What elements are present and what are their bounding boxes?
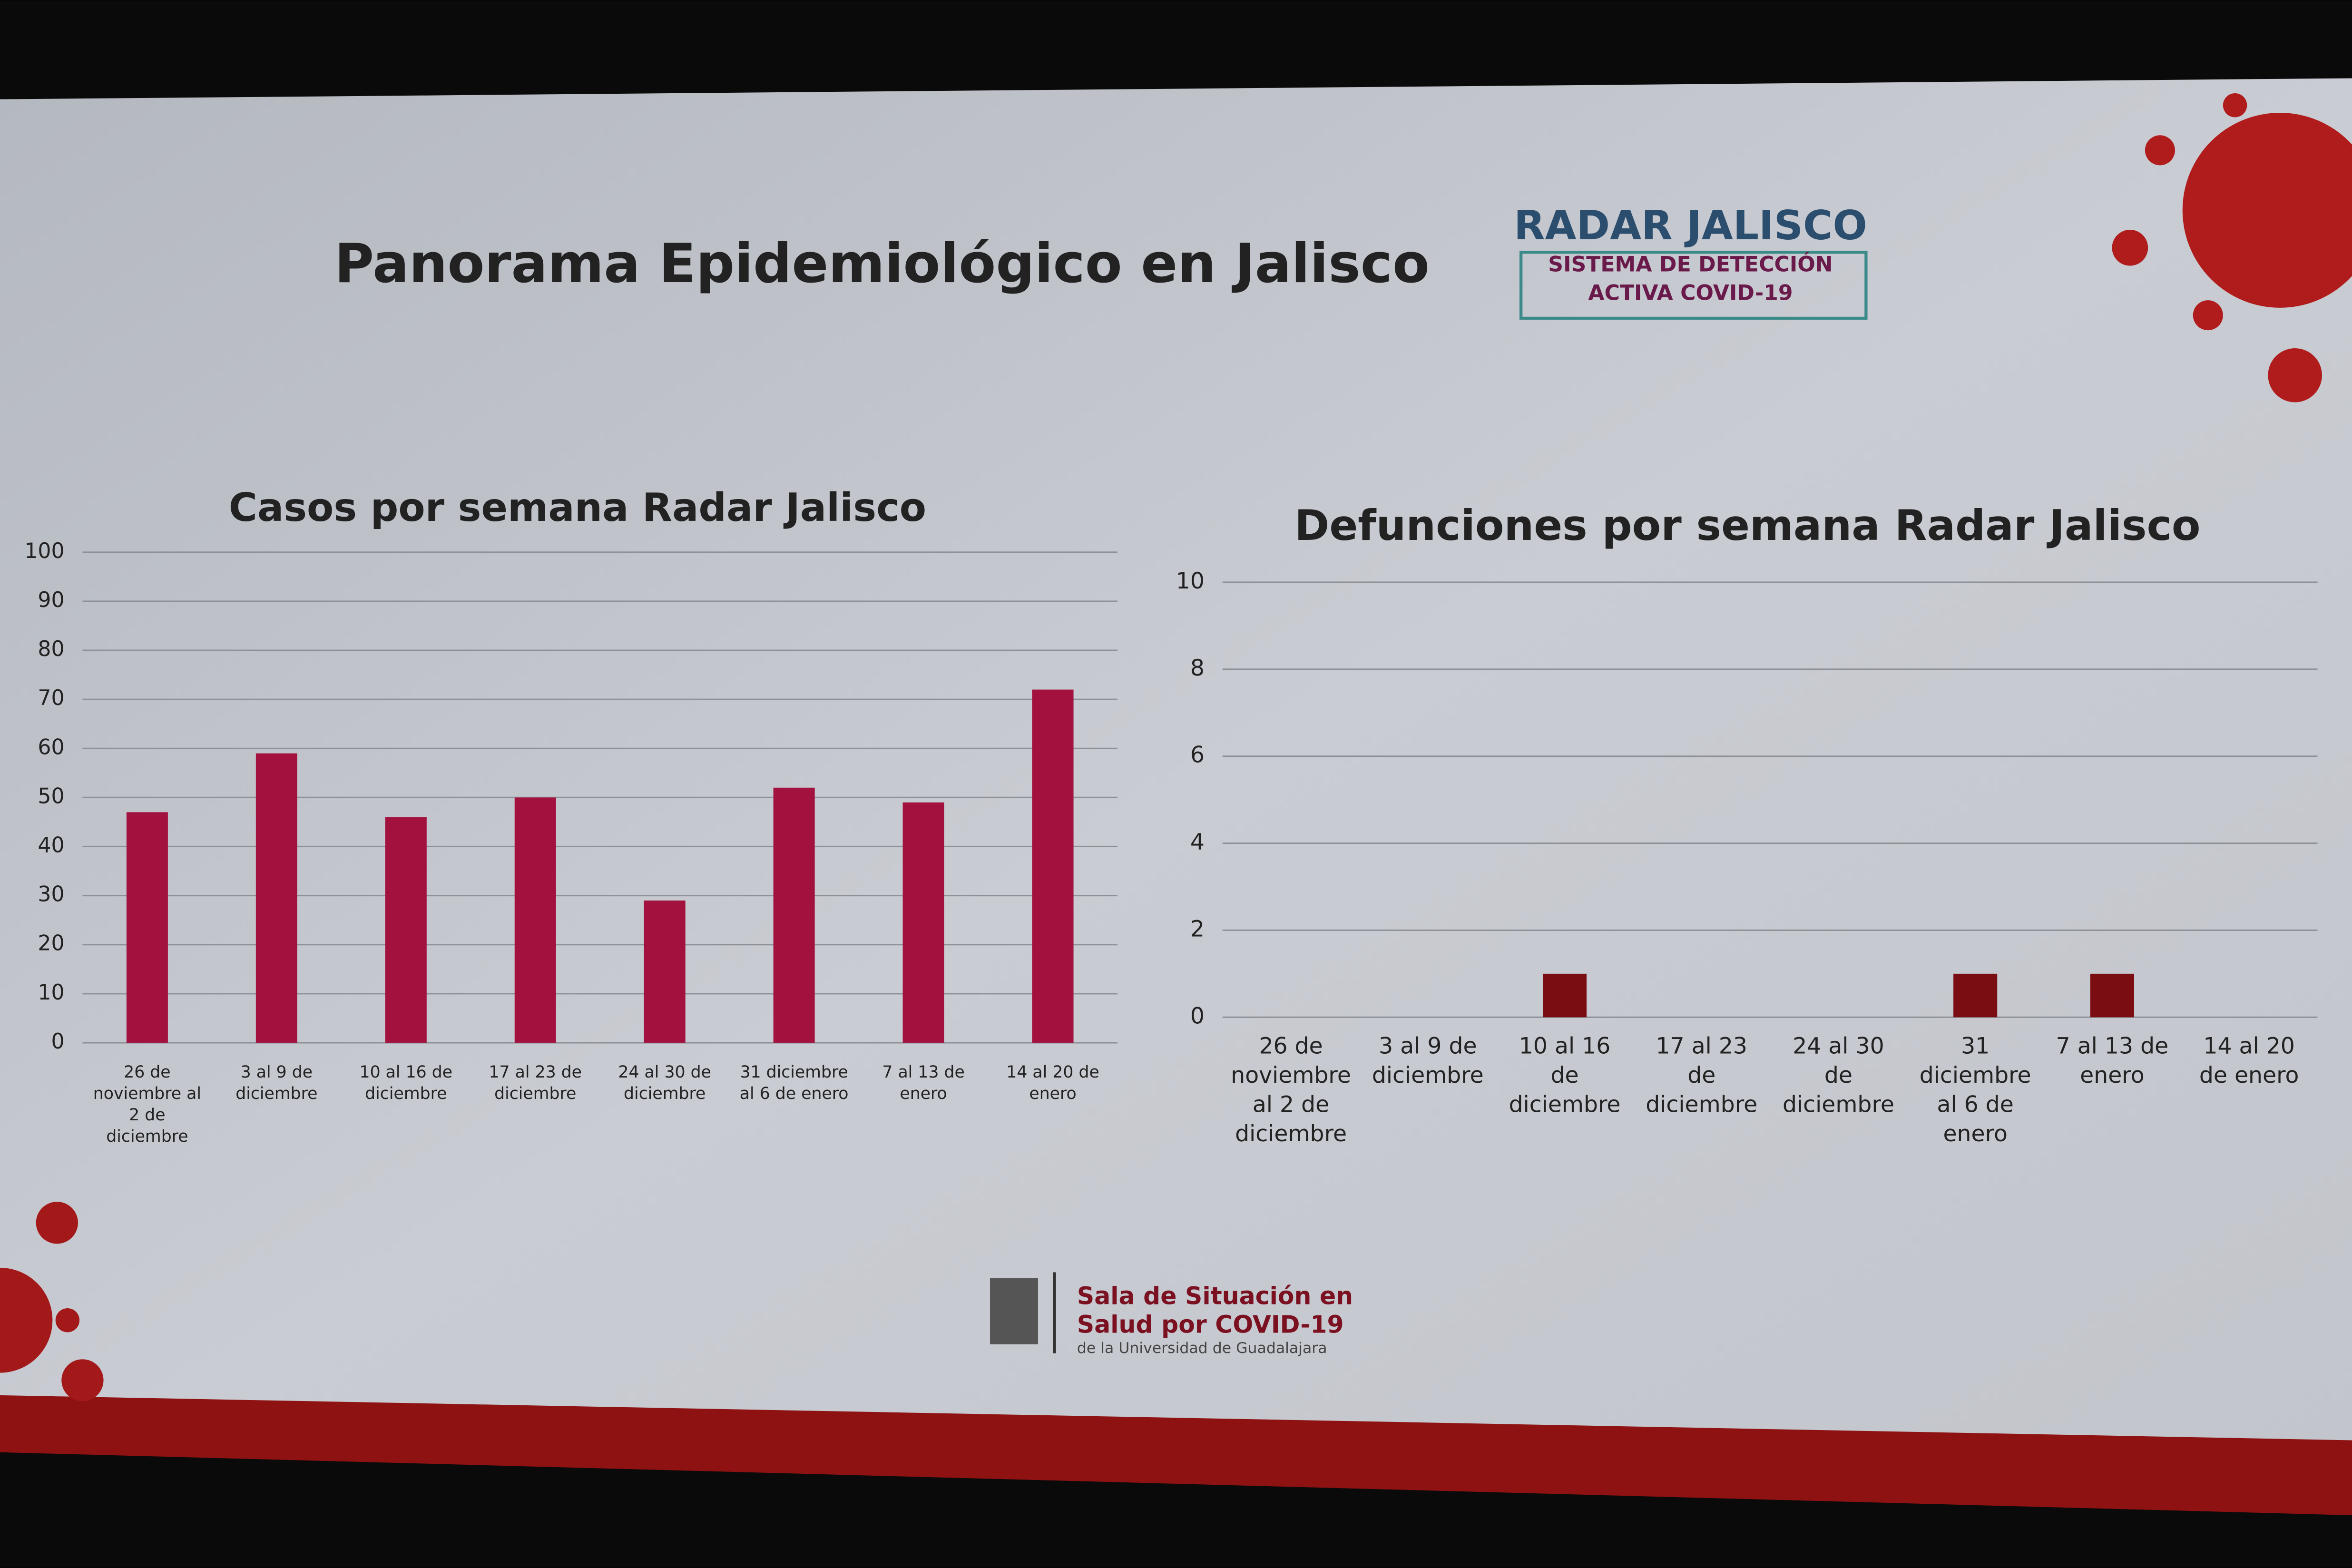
y-tick-label: 8 — [1190, 655, 1205, 681]
x-tick-label: 17 al 23 de diciembre — [489, 1063, 582, 1103]
bar — [126, 812, 168, 1043]
x-tick-label: 26 de noviembre al 2 de diciembre — [1231, 1033, 1351, 1147]
y-tick-label: 6 — [1190, 742, 1205, 768]
y-tick-label: 10 — [38, 980, 64, 1005]
chart-title: Casos por semana Radar Jalisco — [229, 485, 926, 530]
y-tick-label: 100 — [24, 539, 64, 563]
bar — [902, 802, 944, 1043]
virus-bottom — [0, 1202, 104, 1401]
logo-name: RADAR JALISCO — [1514, 202, 1867, 249]
x-tick-label: 24 al 30 de diciembre — [618, 1063, 711, 1103]
bar — [385, 817, 427, 1043]
bar — [773, 787, 815, 1043]
x-tick-label: 14 al 20 de enero — [2199, 1033, 2299, 1088]
bar — [1953, 973, 1998, 1018]
footer-line: Sala de Situación en — [1077, 1282, 1353, 1310]
x-tick-label: 14 al 20 de enero — [1006, 1063, 1099, 1103]
bar — [1543, 973, 1587, 1018]
bar — [644, 900, 686, 1043]
logo-line: SISTEMA DE DETECCIÓN — [1548, 252, 1833, 277]
x-tick-label: 10 al 16 de diciembre — [1509, 1033, 1621, 1117]
x-tick-label: 31 diciembre al 6 de enero — [1920, 1033, 2031, 1147]
chart-title: Defunciones por semana Radar Jalisco — [1294, 501, 2200, 550]
y-tick-label: 20 — [38, 931, 64, 956]
bar — [255, 753, 297, 1043]
y-tick-label: 60 — [38, 735, 64, 759]
slide-title: Panorama Epidemiológico en Jalisco — [334, 232, 1430, 295]
y-tick-label: 4 — [1190, 829, 1205, 855]
red-band — [0, 1395, 2352, 1516]
x-tick-label: 17 al 23 de diciembre — [1646, 1033, 1757, 1117]
y-tick-label: 70 — [38, 686, 64, 710]
x-tick-label: 24 al 30 de diciembre — [1783, 1033, 1894, 1117]
screen — [0, 78, 2352, 1508]
x-tick-label: 10 al 16 de diciembre — [360, 1063, 453, 1103]
x-tick-label: 7 al 13 de enero — [2056, 1033, 2169, 1088]
footer-line: Salud por COVID-19 — [1077, 1310, 1344, 1338]
y-tick-label: 50 — [38, 784, 64, 808]
y-tick-label: 30 — [38, 882, 64, 907]
x-tick-label: 7 al 13 de enero — [882, 1063, 964, 1103]
logo-line: ACTIVA COVID-19 — [1588, 281, 1793, 305]
bar — [514, 797, 556, 1043]
virus-top — [2112, 93, 2352, 402]
y-tick-label: 90 — [38, 588, 64, 612]
y-tick-label: 2 — [1190, 916, 1205, 942]
footer-line: de la Universidad de Guadalajara — [1077, 1340, 1327, 1357]
x-tick-label: 3 al 9 de diciembre — [235, 1063, 317, 1103]
y-tick-label: 40 — [38, 833, 64, 857]
bar — [2090, 973, 2134, 1018]
y-tick-label: 10 — [1176, 568, 1205, 594]
x-tick-label: 31 diciembre al 6 de enero — [740, 1063, 849, 1103]
y-tick-label: 0 — [51, 1029, 65, 1054]
x-tick-label: 26 de noviembre al 2 de diciembre — [93, 1063, 201, 1146]
x-tick-label: 3 al 9 de diciembre — [1372, 1033, 1484, 1088]
y-tick-label: 80 — [38, 637, 64, 661]
crest — [990, 1278, 1038, 1344]
y-tick-label: 0 — [1190, 1003, 1205, 1029]
bar — [1032, 689, 1074, 1043]
logo-box — [1519, 251, 1868, 320]
